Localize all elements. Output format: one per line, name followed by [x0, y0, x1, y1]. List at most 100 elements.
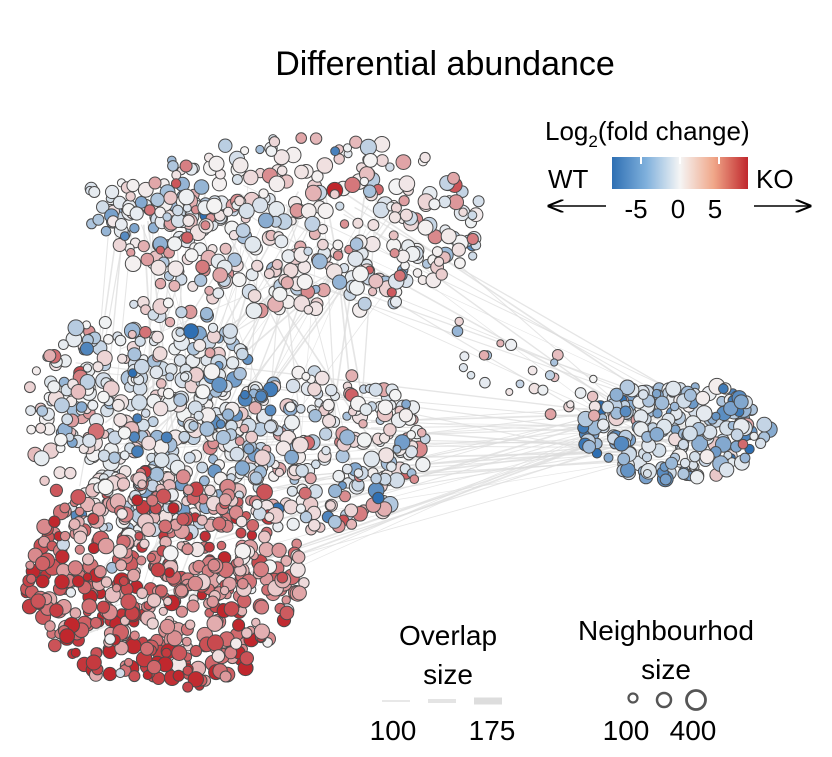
neighbourhood-node	[199, 421, 215, 437]
neighbourhood-node	[304, 472, 317, 485]
neighbourhood-node	[119, 231, 130, 242]
neighbourhood-node	[249, 471, 263, 485]
neighbourhood-node	[141, 435, 157, 451]
neighbourhood-node	[304, 215, 321, 232]
neighbourhood-node	[527, 365, 538, 376]
neighbourhood-node	[272, 286, 288, 302]
neighbourhood-node	[168, 280, 181, 292]
neighbourhood-node	[252, 197, 269, 214]
neighbourhood-node	[254, 449, 271, 467]
neighbourhood-node	[206, 595, 219, 608]
neighbourhood-node	[654, 395, 670, 411]
neighbourhood-node	[230, 637, 243, 650]
neighbourhood-node	[295, 132, 308, 144]
neighbourhood-node	[196, 461, 209, 474]
neighbourhood-node	[175, 327, 185, 337]
neighbourhood-node	[151, 330, 164, 344]
neighbourhood-node	[292, 436, 309, 454]
neighbourhood-node	[264, 404, 277, 417]
graph-edge	[354, 206, 709, 413]
neighbourhood-node	[55, 549, 70, 564]
neighbourhood-node	[417, 219, 434, 236]
neighbourhood-node	[141, 408, 151, 418]
neighbourhood-node	[182, 665, 193, 676]
neighbourhood-node	[339, 429, 356, 446]
neighbourhood-node	[79, 374, 96, 390]
neighbourhood-node	[59, 502, 71, 514]
neighbourhood-node	[165, 372, 175, 382]
neighbourhood-node	[152, 400, 169, 417]
neighbourhood-node	[363, 450, 381, 468]
neighbourhood-node	[346, 518, 358, 530]
neighbourhood-node	[196, 514, 208, 526]
neighbourhood-node	[356, 432, 372, 448]
neighbourhood-node	[112, 398, 125, 412]
neighbourhood-node	[164, 316, 176, 328]
neighbourhood-node	[234, 195, 245, 207]
neighbourhood-node	[167, 260, 184, 277]
neighbourhood-node	[682, 425, 698, 442]
neighbourhood-node	[207, 558, 221, 572]
neighbourhood-node	[368, 382, 383, 397]
neighbourhood-node	[36, 405, 49, 417]
neighbourhood-legend-title-line2: size	[641, 654, 691, 685]
neighbourhood-node	[467, 210, 478, 221]
neighbourhood-node	[131, 494, 144, 507]
colorbar-tick-label: 5	[708, 194, 722, 224]
neighbourhood-node	[328, 484, 343, 498]
neighbourhood-node	[383, 423, 397, 437]
neighbourhood-node	[264, 512, 275, 523]
neighbourhood-node	[440, 228, 457, 245]
neighbourhood-node	[146, 593, 162, 608]
neighbourhood-node	[97, 390, 110, 404]
neighbourhood-node	[117, 353, 128, 364]
neighbourhood-node	[388, 472, 405, 489]
neighbourhood-node	[73, 530, 88, 545]
neighbourhood-node	[409, 474, 420, 485]
overlap-legend-title: Overlap	[399, 620, 497, 651]
neighbourhood-node	[193, 179, 210, 195]
neighbourhood-node	[256, 483, 273, 501]
neighbourhood-node	[26, 573, 37, 584]
neighbourhood-node	[64, 466, 77, 480]
neighbourhood-node	[711, 411, 721, 421]
neighbourhood-node	[342, 463, 353, 475]
neighbourhood-node	[378, 447, 395, 464]
neighbourhood-node	[301, 371, 311, 381]
neighbourhood-node	[756, 416, 773, 433]
neighbourhood-node	[96, 200, 110, 214]
neighbourhood-node	[97, 537, 115, 555]
neighbourhood-node	[295, 464, 309, 478]
neighbourhood-node	[286, 485, 298, 497]
neighbourhood-node	[370, 472, 382, 485]
neighbourhood-node	[26, 424, 37, 435]
neighbourhood-node	[472, 195, 485, 208]
neighbourhood-node	[317, 202, 334, 219]
neighbourhood-node	[75, 506, 85, 517]
neighbourhood-node	[591, 448, 603, 459]
neighbourhood-node	[271, 542, 287, 558]
neighbourhood-node	[348, 279, 365, 296]
neighbourhood-node	[208, 155, 225, 172]
neighbourhood-node	[69, 607, 82, 619]
neighbourhood-node	[332, 250, 344, 261]
neighbourhood-node	[118, 576, 129, 587]
neighbourhood-size-circle-large	[685, 689, 707, 711]
neighbourhood-node	[281, 595, 291, 605]
neighbourhood-size-legend: Neighbourhod size 100 400	[578, 615, 754, 746]
neighbourhood-node	[82, 363, 93, 373]
neighbourhood-node	[93, 565, 107, 579]
neighbourhood-node	[303, 246, 313, 257]
neighbourhood-node	[617, 452, 631, 466]
neighbourhood-node	[103, 334, 114, 345]
neighbourhood-node	[668, 432, 682, 447]
neighbourhood-node	[181, 543, 194, 556]
neighbourhood-node	[689, 470, 705, 485]
graph-edge	[215, 412, 626, 540]
neighbourhood-node	[322, 398, 335, 412]
neighbourhood-node	[25, 560, 35, 570]
neighbourhood-node	[166, 630, 183, 647]
neighbourhood-node	[332, 469, 346, 483]
neighbourhood-node	[127, 368, 138, 378]
neighbourhood-legend-title: Neighbourhod	[578, 615, 754, 646]
